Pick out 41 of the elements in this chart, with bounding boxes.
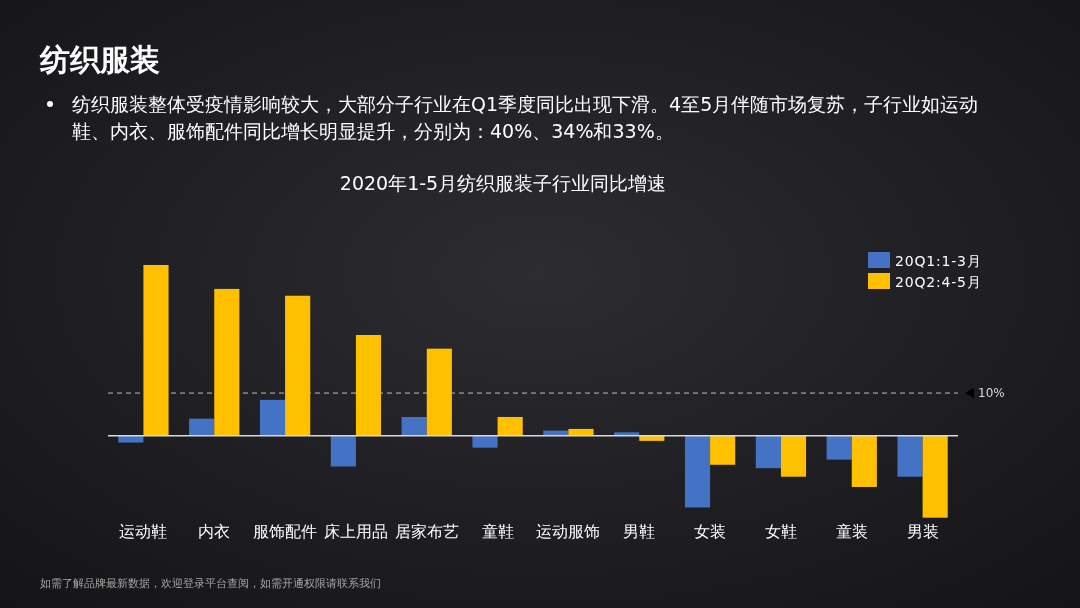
bar <box>259 399 286 436</box>
bar <box>330 435 356 467</box>
bar <box>497 416 523 436</box>
bar <box>118 435 144 443</box>
bar <box>472 435 498 448</box>
bar <box>826 435 852 460</box>
x-tick-label: 男装 <box>906 522 939 541</box>
x-tick-label: 床上用品 <box>323 522 388 541</box>
bar <box>710 435 736 465</box>
bar <box>355 335 382 436</box>
x-tick-label: 男鞋 <box>623 522 656 541</box>
x-tick-label: 女鞋 <box>764 522 797 541</box>
x-tick-label: 运动服饰 <box>536 522 601 541</box>
x-tick-label: 服饰配件 <box>253 522 318 541</box>
x-tick-label: 童鞋 <box>481 522 514 541</box>
text: 10% <box>978 386 1005 401</box>
bar <box>401 416 427 436</box>
bar <box>143 265 169 436</box>
text: 纺织服装整体受疫情影响较大，大部分子行业在Q1季度同比出现下滑。4至5月伴随市场复苏，子行业如运动鞋、内衣、服饰配件同比增长明显提升，分别为：40%、34%和33%。 <box>72 93 979 142</box>
bar <box>214 288 240 436</box>
x-tick-label: 内衣 <box>198 522 231 541</box>
bar <box>755 435 781 469</box>
legend-label: 20Q2:4-5月 <box>895 273 982 290</box>
chart-title: 纺织服装 <box>39 42 160 77</box>
legend-label: 20Q1:1-3月 <box>895 252 982 269</box>
x-tick-label: 女装 <box>694 522 727 541</box>
text: 如需了解品牌最新数据，欢迎登录平台查阅，如需开通权限请联系我们 <box>40 577 381 590</box>
bar <box>851 435 877 487</box>
chart-subtitle: 2020年1-5月纺织服装子行业同比增速 <box>339 172 667 194</box>
x-tick-label: 运动鞋 <box>119 522 168 541</box>
bar <box>285 295 311 436</box>
bar <box>189 418 215 436</box>
bar <box>426 348 452 436</box>
bar <box>922 435 948 518</box>
bar <box>684 435 711 508</box>
x-tick-label: 居家布艺 <box>394 522 459 541</box>
bar <box>568 428 594 436</box>
bar <box>780 435 807 477</box>
bar <box>639 435 665 441</box>
bar <box>897 435 923 477</box>
x-tick-label: 童装 <box>835 522 868 541</box>
